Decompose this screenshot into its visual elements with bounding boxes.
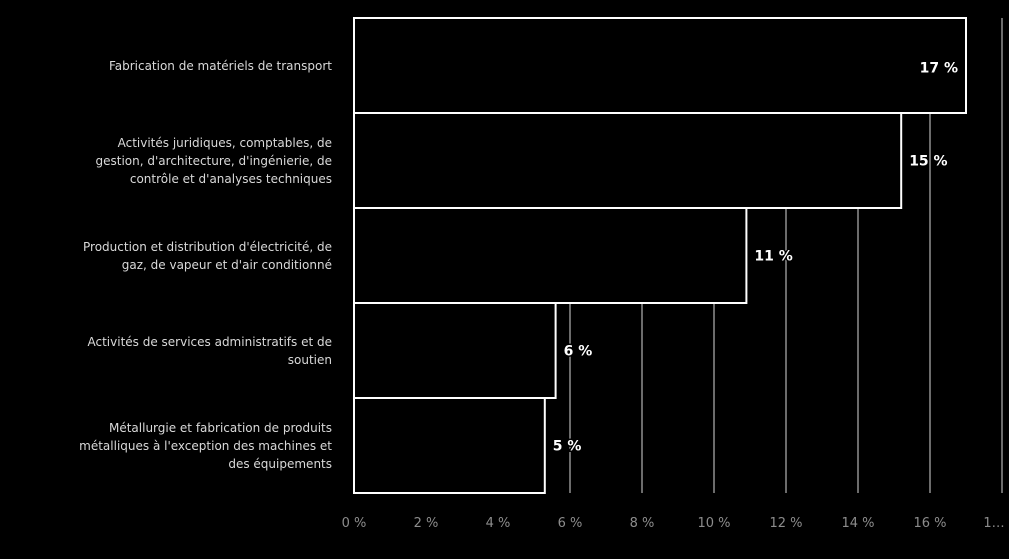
data-label: 5 % — [553, 439, 582, 455]
category-label-line: Métallurgie et fabrication de produits — [108, 420, 332, 435]
data-label: 15 % — [909, 154, 947, 170]
category-label-line: gaz, de vapeur et d'air conditionné — [121, 257, 332, 272]
x-tick-label: 2 % — [414, 516, 439, 531]
x-tick-label: 6 % — [558, 516, 583, 531]
category-label-line: soutien — [287, 352, 332, 367]
category-label-line: Fabrication de matériels de transport — [108, 58, 332, 73]
x-tick-label: 4 % — [486, 516, 511, 531]
x-tick-label: 16 % — [913, 516, 946, 531]
category-label-line: Production et distribution d'électricité… — [83, 239, 332, 254]
category-label: Métallurgie et fabrication de produits mé… — [10, 419, 332, 473]
category-label-line: Activités de services administratifs et … — [87, 334, 333, 349]
x-tick-label: 14 % — [841, 516, 874, 531]
bar — [353, 17, 967, 114]
category-label: Activités de services administratifs et … — [10, 333, 333, 369]
x-tick-label: 12 % — [769, 516, 802, 531]
category-label: Production et distribution d'électricité… — [10, 238, 332, 274]
bars — [353, 17, 967, 494]
category-label: Activités juridiques, comptables, de gest… — [10, 134, 332, 188]
category-label-line: des équipements — [228, 456, 332, 471]
bar — [353, 112, 903, 209]
data-label: 17 % — [920, 60, 958, 76]
x-tick-labels: 0 % 2 % 4 % 6 % 8 % 10 % 12 % 14 % 16 % 1… — [342, 516, 1005, 531]
data-label: 6 % — [564, 344, 593, 360]
x-tick-label: 10 % — [697, 516, 730, 531]
x-tick-label: 8 % — [630, 516, 655, 531]
category-label-line: Activités juridiques, comptables, de — [117, 135, 332, 150]
x-tick-label: 0 % — [342, 516, 367, 531]
bar — [353, 302, 557, 399]
x-tick-label: 1… — [983, 516, 1004, 531]
category-label-line: métalliques à l'exception des machines e… — [79, 438, 332, 453]
bar — [353, 207, 748, 304]
data-label: 11 % — [754, 249, 792, 265]
category-label-line: contrôle et d'analyses techniques — [129, 171, 332, 186]
data-labels: 17 % 15 % 11 % 6 % 5 % — [551, 59, 959, 456]
bar — [353, 397, 546, 494]
category-label-line: gestion, d'architecture, d'ingénierie, d… — [95, 153, 332, 168]
category-label: Fabrication de matériels de transport — [10, 57, 332, 75]
